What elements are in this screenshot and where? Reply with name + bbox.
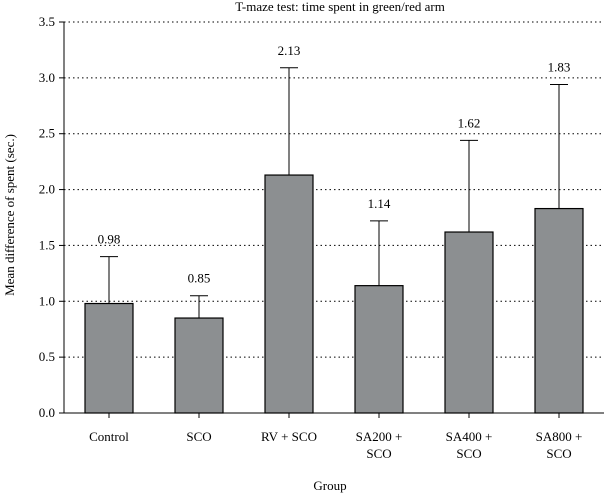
data-label: 2.13 [278, 43, 301, 58]
gridlines [64, 21, 604, 358]
x-ticks: Control SCO RV + SCO SA200 + SCO SA400 + SCO SA… [89, 413, 582, 461]
y-tick-label: 2.5 [39, 126, 55, 141]
y-tick-label: 0.0 [39, 405, 55, 420]
bar [534, 207, 584, 414]
bar [444, 231, 494, 414]
error-bars [100, 67, 568, 319]
x-axis-label: Group [313, 478, 346, 493]
x-tick-label: SCO [366, 446, 391, 461]
y-tick-label: 2.0 [39, 182, 55, 197]
y-tick-label: 3.0 [39, 70, 55, 85]
y-tick-label: 3.5 [39, 14, 55, 29]
x-tick-label: Control [89, 429, 129, 444]
data-label: 0.85 [188, 271, 211, 286]
chart-title: T-maze test: time spent in green/red arm [235, 0, 445, 14]
bar [84, 302, 134, 414]
x-tick-label: RV + SCO [261, 429, 317, 444]
bar [174, 317, 224, 414]
x-tick-label: SA200 + [356, 429, 403, 444]
x-tick-label: SA800 + [536, 429, 583, 444]
y-tick-label: 0.5 [39, 349, 55, 364]
data-label: 1.83 [548, 60, 571, 75]
axes [63, 22, 604, 414]
data-label: 1.14 [368, 196, 391, 211]
x-tick-label: SCO [186, 429, 211, 444]
bars [84, 174, 584, 414]
data-labels: 0.98 0.85 2.13 1.14 1.62 1.83 [98, 43, 571, 286]
y-tick-label: 1.5 [39, 237, 55, 252]
y-tick-label: 1.0 [39, 293, 55, 308]
x-tick-label: SCO [456, 446, 481, 461]
bar [354, 285, 404, 414]
x-tick-label: SA400 + [446, 429, 493, 444]
bar [264, 174, 314, 414]
x-tick-label: SCO [546, 446, 571, 461]
y-ticks: 0.0 0.5 1.0 1.5 2.0 2.5 3.0 3.5 [39, 14, 64, 420]
data-label: 1.62 [458, 115, 481, 130]
data-label: 0.98 [98, 232, 121, 247]
y-axis-label: Mean difference of spent (sec.) [2, 134, 17, 296]
